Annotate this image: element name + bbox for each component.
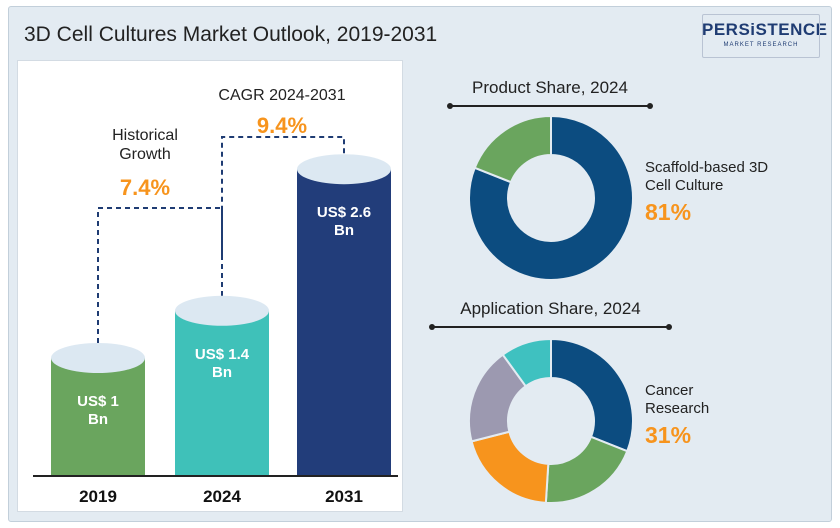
historical-growth-value-line: 7.4% xyxy=(120,175,170,200)
donut-slice-1 xyxy=(473,114,552,184)
donut-slice-2 xyxy=(470,430,550,504)
donut-highlight-value: 31% xyxy=(645,422,691,448)
donut-slice-1 xyxy=(544,435,629,504)
donut-highlight-value: 81% xyxy=(645,199,691,225)
bar-value-label-2019-line: Bn xyxy=(88,411,108,428)
donut-slice-0 xyxy=(550,337,634,453)
logo-frame xyxy=(702,14,820,58)
tick-label-2024: 2024 xyxy=(203,487,241,506)
cagr-label-line: CAGR 2024-2031 xyxy=(218,87,345,104)
application-share-donut: Application Share, 2024 Cancer Research 31% xyxy=(429,299,709,504)
logo-text: PERSiSTENCE xyxy=(702,20,828,39)
tick-label-2019: 2019 xyxy=(79,487,117,506)
tick-label-2024-line: 2024 xyxy=(203,487,241,506)
historical-growth-label: Historical Growth xyxy=(112,127,178,163)
brand-logo: PERSiSTENCE MARKET RESEARCH xyxy=(702,14,828,58)
donut-highlight-label-line: Cancer xyxy=(645,382,693,399)
tick-label-2031: 2031 xyxy=(325,487,363,506)
growth-annotations: Historical Growth 7.4% CAGR 2024-2031 9.4% xyxy=(97,87,346,343)
donut-highlight-value-line: 31% xyxy=(645,422,691,448)
cagr-label: CAGR 2024-2031 xyxy=(218,87,345,104)
cagr-value-line: 9.4% xyxy=(257,113,307,138)
donut-highlight-label: Scaffold-based 3D Cell Culture xyxy=(645,159,768,194)
donut-title: Application Share, 2024 xyxy=(460,299,641,318)
page-title: 3D Cell Cultures Market Outlook, 2019-20… xyxy=(24,23,438,46)
donut-slice-4 xyxy=(501,337,552,388)
bar-2019 xyxy=(51,358,145,476)
donut-title-line: Application Share, 2024 xyxy=(460,299,641,318)
donut-highlight-label: Cancer Research xyxy=(645,382,709,417)
product-share-donut: Product Share, 2024 Scaffold-based 3D Cell… xyxy=(447,78,768,281)
donut-slice-0 xyxy=(468,114,634,281)
donut-highlight-value-line: 81% xyxy=(645,199,691,225)
bar-value-label-2031: US$ 2.6 Bn xyxy=(317,204,371,239)
tick-label-2031-line: 2031 xyxy=(325,487,363,506)
bar-value-label-2019-line: US$ 1 xyxy=(77,393,119,410)
bar-value-label-2031-line: US$ 2.6 xyxy=(317,204,371,221)
bar-cap-2019 xyxy=(51,343,145,373)
logo-subtext: MARKET RESEARCH xyxy=(723,42,799,48)
bar-value-label-2031-line: Bn xyxy=(334,222,354,239)
historical-growth-label-line: Historical xyxy=(112,127,178,144)
bar-value-label-2024-line: Bn xyxy=(212,364,232,381)
donut-title: Product Share, 2024 xyxy=(472,78,628,97)
bar-2031 xyxy=(297,169,391,476)
bar-cap-2024 xyxy=(175,295,269,326)
bar-cap-2031 xyxy=(297,154,391,185)
donut-title-line: Product Share, 2024 xyxy=(472,78,628,97)
bar-value-label-2024-line: US$ 1.4 xyxy=(195,346,250,363)
bar-value-label-2024: US$ 1.4 Bn xyxy=(195,346,250,381)
rule-dot-left xyxy=(447,103,453,109)
historical-growth-label-line: Growth xyxy=(119,146,171,163)
donut-highlight-label-line: Cell Culture xyxy=(645,177,723,194)
donut-highlight-label-line: Scaffold-based 3D xyxy=(645,159,768,176)
historical-connector xyxy=(97,207,223,343)
donut-highlight-label-line: Research xyxy=(645,400,709,417)
bar-value-label-2019: US$ 1 Bn xyxy=(77,393,119,428)
cagr-value: 9.4% xyxy=(257,113,307,138)
rule-dot-right xyxy=(666,324,672,330)
rule-dot-left xyxy=(429,324,435,330)
tick-label-2019-line: 2019 xyxy=(79,487,117,506)
bar-2024 xyxy=(175,310,269,476)
historical-growth-value: 7.4% xyxy=(120,175,170,200)
rule-dot-right xyxy=(647,103,653,109)
